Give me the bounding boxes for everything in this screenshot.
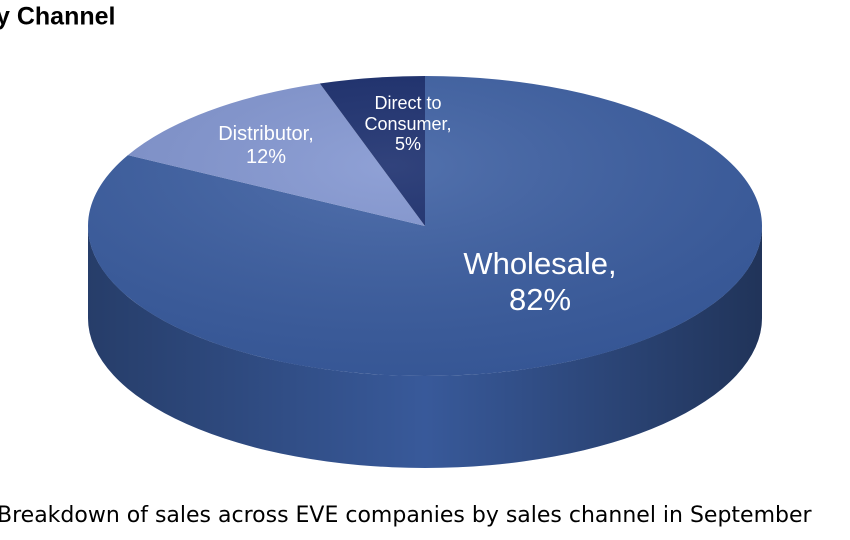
data-label: Direct to Consumer,5%	[348, 64, 468, 184]
slice-side-shade	[88, 226, 762, 468]
value-label: 12%	[245, 146, 287, 168]
data-label: Wholesale,82%	[420, 222, 660, 342]
chart-title: y Channel	[0, 3, 115, 31]
data-label: Distributor,12%	[191, 86, 341, 206]
category-label: Wholesale,	[463, 246, 617, 282]
data-label-box: Wholesale, 82%	[420, 222, 660, 342]
data-label-box: Distributor, 12%	[191, 86, 341, 206]
category-label: Distributor,	[218, 123, 314, 145]
caption: Breakdown of sales across EVE companies …	[0, 503, 813, 528]
value-label: 82%	[508, 282, 572, 317]
value-label: 5%	[394, 134, 421, 155]
category-label: Direct to Consumer,	[364, 92, 452, 134]
data-label-box: Direct to Consumer, 5%	[348, 64, 468, 184]
